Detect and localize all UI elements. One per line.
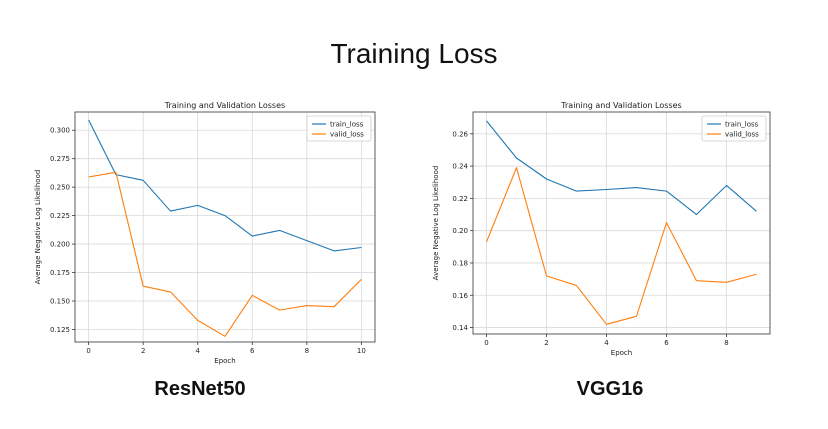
legend-box xyxy=(306,115,372,142)
y-tick-label: 0.16 xyxy=(452,292,468,300)
y-tick-label: 0.225 xyxy=(50,212,70,220)
series-line-valid-loss xyxy=(485,167,757,325)
legend-box xyxy=(701,115,767,142)
x-tick-label: 10 xyxy=(357,347,366,355)
x-tick-label: 6 xyxy=(250,347,255,355)
x-tick-label: 8 xyxy=(724,339,728,347)
vgg16-loss-chart: Training and Validation Losses 0 2 4 6 8 0.14 0… xyxy=(432,101,771,357)
chart-title: Training and Validation Losses xyxy=(560,101,681,110)
y-tick-label: 0.300 xyxy=(50,127,70,135)
y-tick-label: 0.150 xyxy=(50,298,70,306)
y-tick-label: 0.125 xyxy=(50,326,70,334)
y-tick-label: 0.275 xyxy=(50,155,70,163)
plot-frame xyxy=(472,111,771,335)
x-tick-label: 2 xyxy=(141,347,145,355)
chart-title: Training and Validation Losses xyxy=(164,101,285,110)
series-line-valid-loss xyxy=(88,171,362,337)
legend-label: train_loss xyxy=(330,121,364,129)
y-tick-label: 0.26 xyxy=(452,130,468,138)
page-title: Training Loss xyxy=(330,38,498,69)
y-tick-label: 0.18 xyxy=(452,259,468,267)
legend-label: train_loss xyxy=(725,121,759,129)
x-tick-label: 4 xyxy=(604,339,609,347)
series-line-train-loss xyxy=(486,120,757,216)
model-label-vgg16: VGG16 xyxy=(576,378,644,400)
y-tick-label: 0.24 xyxy=(452,163,468,171)
x-tick-label: 0 xyxy=(484,339,488,347)
resnet50-loss-chart: Training and Validation Losses 0 2 4 6 8 10 0.1… xyxy=(34,101,376,365)
x-tick-label: 0 xyxy=(86,347,90,355)
y-tick-label: 0.250 xyxy=(50,184,70,192)
y-axis-title: Average Negative Log Likelihood xyxy=(34,170,42,285)
model-label-resnet50: ResNet50 xyxy=(154,378,246,400)
legend-label: valid_loss xyxy=(330,131,364,139)
y-axis-title: Average Negative Log Likelihood xyxy=(432,166,440,281)
y-tick-label: 0.14 xyxy=(452,324,468,332)
x-axis-title: Epoch xyxy=(214,357,235,365)
plot-frame xyxy=(74,111,376,343)
y-tick-label: 0.200 xyxy=(50,241,70,249)
legend-label: valid_loss xyxy=(725,131,759,139)
x-tick-label: 6 xyxy=(664,339,669,347)
series-line-train-loss xyxy=(88,119,362,252)
x-tick-label: 2 xyxy=(544,339,548,347)
x-axis-title: Epoch xyxy=(611,349,632,357)
x-tick-label: 8 xyxy=(305,347,309,355)
y-tick-label: 0.22 xyxy=(452,195,468,203)
x-tick-label: 4 xyxy=(195,347,200,355)
y-tick-label: 0.175 xyxy=(50,269,70,277)
y-tick-label: 0.20 xyxy=(452,227,468,235)
